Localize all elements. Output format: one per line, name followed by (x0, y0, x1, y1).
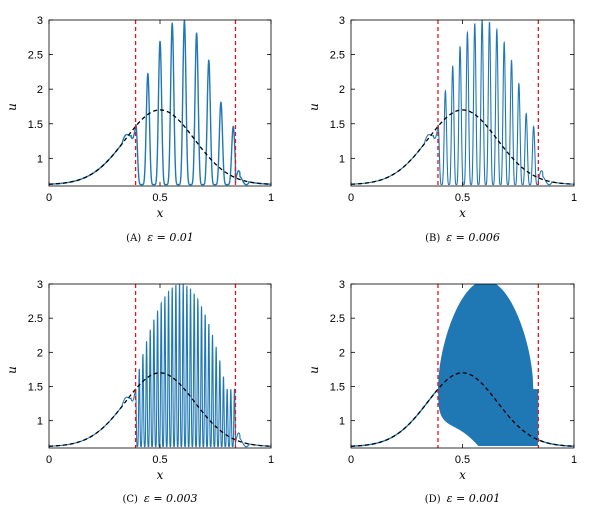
y-tick-label: 3 (339, 279, 345, 291)
x-tick-label: 1 (268, 454, 274, 466)
y-axis-label: u (5, 103, 19, 111)
x-tick-label: 1 (571, 192, 577, 204)
y-tick-label: 1 (339, 153, 345, 165)
y-tick-label: 1 (37, 153, 43, 165)
oscillation-fill (437, 284, 539, 446)
y-tick-label: 2.5 (28, 50, 43, 62)
y-tick-label: 1 (37, 416, 43, 428)
x-tick-label: 0.5 (455, 192, 470, 204)
solution-curve (49, 20, 271, 186)
plot-area (49, 20, 271, 186)
chart-panel-3: 0 0.5 1 1 1.5 2 2.5 3 x u (C) ε = 0.003 (5, 279, 274, 505)
panel-caption: (A) ε = 0.01 (126, 231, 194, 244)
solution-curve (351, 20, 574, 186)
x-tick-label: 0 (348, 192, 354, 204)
caption-equation: ε = 0.006 (446, 231, 500, 244)
plot-area (351, 284, 574, 447)
y-tick-label: 3 (37, 15, 43, 27)
mean-curve-dashed (351, 372, 574, 447)
plot-area (351, 20, 574, 186)
y-tick-label: 2 (339, 347, 345, 359)
mean-curve-dashed (351, 109, 574, 185)
mean-curve-dashed (49, 372, 271, 447)
y-tick-label: 1.5 (28, 119, 43, 131)
chart-panel-4: 0 0.5 1 1 1.5 2 2.5 3 x u (D) ε = 0.001 (307, 279, 577, 505)
panel-caption: (C) ε = 0.003 (122, 492, 197, 505)
caption-label: (A) (126, 233, 141, 244)
chart-panel-1: 0 0.5 1 1 1.5 2 2.5 3 x u (A) ε = 0.01 (5, 15, 274, 244)
y-tick-label: 1.5 (330, 382, 345, 394)
y-axis-label: u (307, 366, 321, 374)
x-axis-label: x (459, 206, 466, 220)
caption-equation: ε = 0.001 (447, 492, 501, 505)
x-axis-label: x (157, 206, 164, 220)
y-tick-label: 2.5 (28, 313, 43, 325)
x-tick-label: 0 (46, 454, 52, 466)
y-tick-label: 2.5 (330, 313, 345, 325)
x-tick-label: 1 (571, 454, 577, 466)
x-axis-label: x (459, 468, 466, 482)
caption-equation: ε = 0.01 (147, 231, 194, 244)
caption-label: (C) (122, 494, 138, 505)
y-tick-label: 1.5 (330, 119, 345, 131)
y-tick-label: 3 (339, 15, 345, 27)
y-tick-label: 2 (37, 347, 43, 359)
y-tick-label: 1 (339, 416, 345, 428)
panel-caption: (D) ε = 0.001 (425, 492, 500, 505)
panel-caption: (B) ε = 0.006 (425, 231, 500, 244)
x-tick-label: 0.5 (152, 192, 167, 204)
y-tick-label: 2.5 (330, 50, 345, 62)
y-tick-label: 2 (339, 84, 345, 96)
plot-area (49, 284, 271, 448)
y-tick-label: 1.5 (28, 382, 43, 394)
y-axis-label: u (5, 366, 19, 374)
x-tick-label: 0 (348, 454, 354, 466)
caption-label: (B) (425, 233, 440, 244)
solution-curve-left (351, 388, 439, 447)
x-tick-label: 1 (268, 192, 274, 204)
x-axis-label: x (157, 468, 164, 482)
chart-panel-2: 0 0.5 1 1 1.5 2 2.5 3 x u (B) ε = 0.006 (307, 15, 577, 244)
y-tick-label: 2 (37, 84, 43, 96)
x-tick-label: 0.5 (152, 454, 167, 466)
x-tick-label: 0.5 (455, 454, 470, 466)
x-tick-label: 0 (46, 192, 52, 204)
y-axis-label: u (307, 103, 321, 111)
caption-label: (D) (425, 494, 441, 505)
y-tick-label: 3 (37, 279, 43, 291)
mean-curve-dashed (49, 109, 271, 185)
solution-curve (49, 284, 271, 448)
caption-equation: ε = 0.003 (144, 492, 198, 505)
